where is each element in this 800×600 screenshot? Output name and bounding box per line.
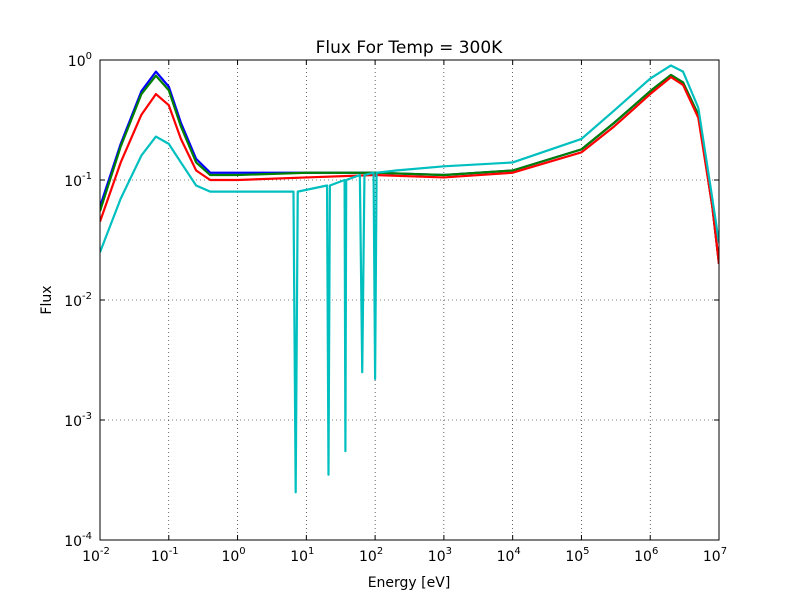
y-axis-title: Flux xyxy=(39,285,55,314)
series-lines xyxy=(100,64,719,494)
x-tick-label: 103 xyxy=(428,546,452,565)
x-tick-label: 107 xyxy=(703,546,727,565)
x-tick-label: 104 xyxy=(497,546,521,565)
grid-lines xyxy=(100,60,719,540)
x-tick-label: 101 xyxy=(290,546,314,565)
x-tick-label: 10-2 xyxy=(82,546,110,565)
axis-ticks: 10-2 10-1 100 101 102 103 104 105 106 107 10-4 10-3… xyxy=(64,51,727,565)
x-tick-label: 10-1 xyxy=(151,546,179,565)
y-tick-label: 10-1 xyxy=(64,171,92,190)
chart-title: Flux For Temp = 300K xyxy=(316,38,504,58)
x-tick-label: 102 xyxy=(359,546,383,565)
y-tick-label: 10-2 xyxy=(64,291,92,310)
y-tick-label: 100 xyxy=(68,51,92,70)
series-line-4 xyxy=(100,64,719,494)
x-tick-label: 105 xyxy=(565,546,589,565)
x-tick-label: 100 xyxy=(221,546,245,565)
x-axis-title: Energy [eV] xyxy=(368,575,451,591)
y-tick-label: 10-4 xyxy=(64,531,92,550)
y-tick-label: 10-3 xyxy=(64,411,92,430)
series-line-2 xyxy=(100,73,719,265)
series-line-3 xyxy=(100,76,719,265)
x-tick-label: 106 xyxy=(634,546,658,565)
